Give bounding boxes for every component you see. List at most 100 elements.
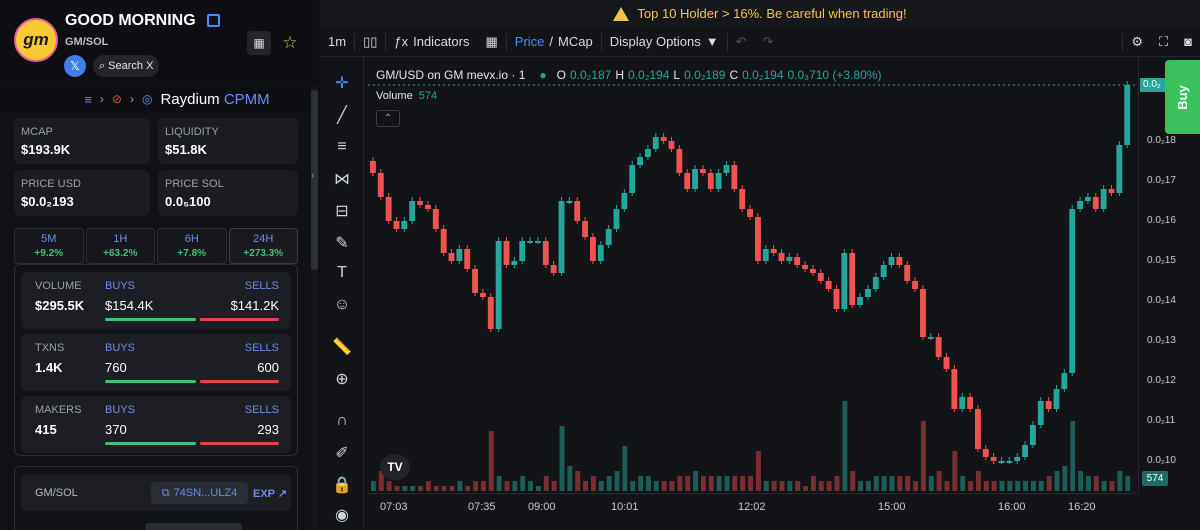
candle [393, 217, 400, 232]
x-social-button[interactable]: 𝕏 [64, 55, 86, 77]
panel-scrollbar[interactable] [311, 86, 318, 530]
volume-bar [811, 476, 816, 491]
emoji-icon[interactable]: ☺ [333, 296, 351, 313]
volume-legend: Volume 574 [376, 90, 437, 102]
candle [1006, 457, 1013, 464]
time-axis[interactable]: 07:03 07:35 09:00 10:01 12:02 15:00 16:00 16:20 [368, 493, 1138, 530]
chart-symbol: GM/USD on GM mevx.io · 1 [376, 68, 526, 82]
settings-icon[interactable]: ⚙ [1131, 33, 1144, 49]
liquidity-card: LIQUIDITY $51.8K [158, 118, 298, 164]
volume-bar [630, 481, 636, 491]
tab-24h[interactable]: 24H +273.3% [228, 228, 298, 264]
tab-1h[interactable]: 1H +63.2% [85, 228, 155, 264]
candle [755, 213, 761, 264]
price-usd-card: PRICE USD $0.0₂193 [14, 170, 150, 216]
volume-bar [465, 486, 471, 491]
brush-icon[interactable]: ✎ [335, 235, 349, 252]
interval-button[interactable]: 1m [320, 27, 354, 57]
layout-icon[interactable]: ▦ [485, 33, 498, 49]
warning-banner: Top 10 Holder > 16%. Be careful when tra… [320, 0, 1200, 27]
copy-address-button[interactable]: ⧉ 74SN...ULZ4 [151, 482, 248, 504]
candle [590, 233, 596, 264]
tab-5m[interactable]: 5M +9.2% [14, 228, 84, 264]
fib-icon[interactable]: ≡ [337, 138, 347, 155]
candle [998, 457, 1005, 464]
candle-type-icon[interactable]: ▯▯ [363, 33, 378, 49]
volume-bar [559, 426, 565, 491]
search-x-button[interactable]: ⌕ Search X [93, 55, 160, 77]
ruler-icon[interactable]: 📏 [332, 339, 352, 356]
volume-bar [834, 476, 840, 491]
candle [503, 237, 510, 268]
calendar-icon[interactable]: ▦ [247, 31, 271, 55]
display-options-button[interactable]: Display Options ▼ [602, 27, 727, 57]
candle [943, 353, 950, 372]
fullscreen-icon[interactable]: ⛶ [1159, 33, 1169, 49]
collapse-panel-icon[interactable]: ‹ [311, 170, 315, 182]
camera-icon[interactable]: ◙ [1184, 34, 1192, 49]
prediction-icon[interactable]: ⊟ [335, 203, 349, 220]
candle [1108, 185, 1115, 196]
price-mcap-toggle[interactable]: Price / MCap [507, 27, 601, 57]
dex-name[interactable]: Raydium [160, 90, 220, 108]
volume-bar [488, 431, 494, 491]
price-chart[interactable] [368, 57, 1138, 493]
candle [880, 261, 887, 280]
volume-bar [551, 481, 557, 491]
tab-1h-change: +63.2% [103, 248, 138, 259]
pool-type: CPMM [223, 90, 270, 108]
time-tick-label: 09:00 [528, 501, 556, 513]
eye-icon[interactable]: ◉ [335, 507, 349, 524]
volume-bar [960, 476, 966, 491]
candle [637, 153, 643, 168]
candle [440, 225, 447, 256]
indicators-button[interactable]: ƒx Indicators [386, 27, 477, 57]
volume-bar [1070, 421, 1076, 491]
mcap-toggle[interactable]: MCap [558, 34, 593, 49]
volume-sells-label: SELLS [244, 280, 279, 292]
trendline-icon[interactable]: ╱ [337, 107, 347, 124]
ohlc-legend: GM/USD on GM mevx.io · 1 ● O 0.0₂187 H 0.0… [376, 68, 881, 82]
candle [495, 237, 502, 332]
liquidity-label: LIQUIDITY [165, 126, 219, 138]
candle [613, 205, 620, 232]
candle [959, 393, 966, 412]
redo-icon[interactable]: ↷ [762, 33, 774, 49]
pattern-icon[interactable]: ⋈ [334, 171, 350, 188]
volume-bar [677, 476, 683, 491]
token-header: gm GOOD MORNING GM/SOL 𝕏 ⌕ Search X ▦ ☆ [0, 0, 310, 84]
zoom-in-icon[interactable]: ⊕ [335, 371, 349, 388]
volume-bar [803, 486, 808, 491]
caret-down-icon: ▼ [705, 34, 719, 49]
text-icon[interactable]: T [337, 264, 347, 281]
star-icon[interactable]: ☆ [282, 33, 298, 52]
candle [1053, 385, 1060, 412]
copy-icon[interactable] [207, 14, 220, 27]
candle [975, 405, 981, 452]
undo-icon[interactable]: ↶ [735, 33, 747, 49]
lock-drawing-icon[interactable]: ✐ [335, 445, 349, 462]
collapse-legend-icon[interactable]: ⌃ [376, 110, 400, 127]
magnet-icon[interactable]: ∩ [336, 412, 348, 429]
lock-icon[interactable]: 🔒 [332, 477, 352, 494]
tab-6h[interactable]: 6H +7.8% [157, 228, 227, 264]
explorer-link[interactable]: EXP ↗ [253, 487, 287, 500]
crosshair-icon[interactable]: ✛ [335, 75, 349, 92]
close-label: C [729, 68, 739, 82]
panel-scrollbar-thumb[interactable] [311, 90, 318, 270]
candle [574, 197, 581, 224]
candle [535, 237, 541, 244]
price-toggle[interactable]: Price [514, 34, 545, 49]
status-dot: ● [539, 68, 547, 82]
price-tick-label: 0.0₂17 [1147, 175, 1176, 186]
pump-icon: ⊘ [111, 92, 122, 106]
volume-bar [818, 481, 824, 491]
candle [707, 169, 714, 192]
mcap-value: $193.9K [21, 142, 71, 157]
candle [896, 253, 903, 268]
buy-button[interactable]: Buy [1165, 60, 1200, 134]
price-axis[interactable]: 0.0₂18 0.0₂17 0.0₂16 0.0₂15 0.0₂14 0.0₂13 0.0₂… [1138, 57, 1200, 493]
change-value: 0.0₃710 (+3.80%) [787, 68, 882, 82]
candle [1085, 193, 1091, 204]
volume-bar [1093, 476, 1099, 491]
